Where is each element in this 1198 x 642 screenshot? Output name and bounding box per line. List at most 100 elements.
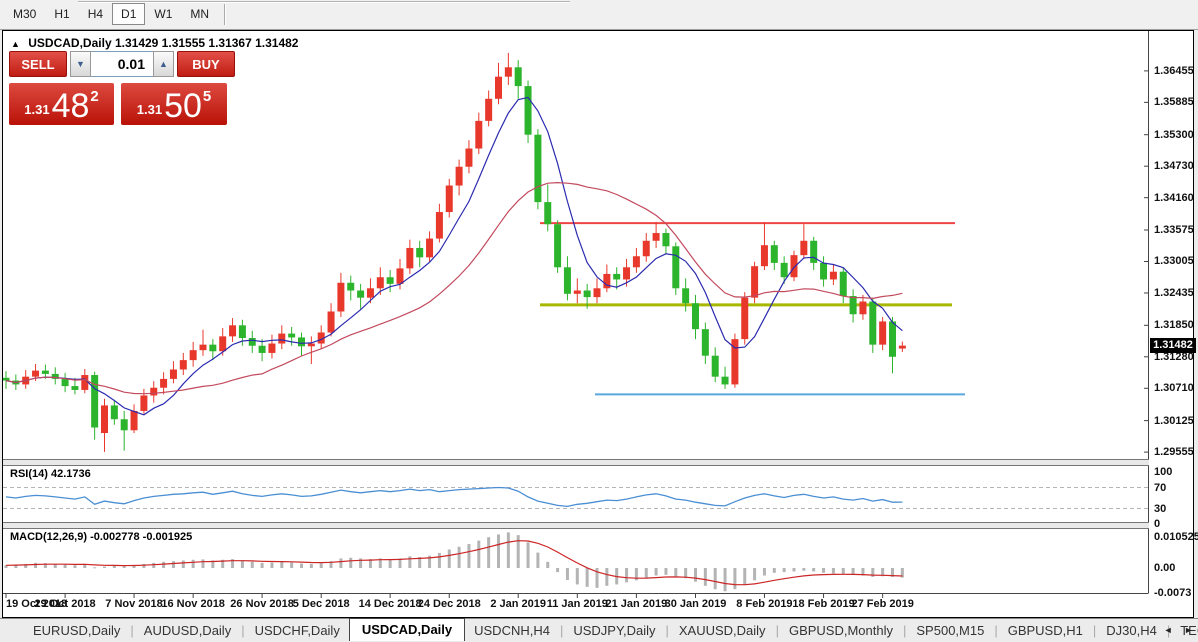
sell-button[interactable]: SELL [9,51,67,77]
price-axis-label: 1.31850 [1154,319,1194,332]
symbol-tab-audusd[interactable]: AUDUSD,Daily [143,623,232,638]
rsi-axis-label: 100 [1154,465,1173,478]
timeframe-button-m30[interactable]: M30 [13,7,37,21]
candle-body [416,247,424,258]
candle-body [169,369,177,379]
chart-header: ▲ USDCAD,Daily 1.31429 1.31555 1.31367 1… [11,36,298,50]
macd-bar [713,568,717,590]
buy-price-prefix: 1.31 [136,102,163,117]
timeframe-button-h4[interactable]: H4 [87,7,104,21]
macd-bar [152,562,156,568]
volume-increase-button[interactable]: ▲ [153,51,174,77]
sell-price-box[interactable]: 1.31 48 2 [9,83,114,125]
candle-body [692,303,699,330]
candle-body [307,343,315,347]
candle-body [504,67,512,77]
macd-bar [684,568,688,579]
symbol-tab-eurusd[interactable]: EURUSD,Daily [33,623,121,638]
date-axis-label: 18 Feb 2019 [792,598,855,610]
date-axis-label: 14 Dec 2018 [358,598,422,610]
macd-bar [260,562,264,568]
candle-body [258,345,266,353]
candle-body [514,67,522,87]
symbol-tab-usdjpy[interactable]: USDJPY,Daily [573,623,656,638]
tab-separator: | [1092,623,1097,638]
candle-body [120,419,128,431]
timeframe-button-w1[interactable]: W1 [154,7,173,21]
rsi-axis-label: 30 [1154,502,1167,515]
candle-body [711,355,719,377]
macd-bar [211,560,215,568]
symbol-tab-usdcad[interactable]: USDCAD,Daily [348,618,466,641]
macd-bar [792,568,796,572]
candle-body [859,301,867,315]
rsi-panel-splitter[interactable] [3,459,1149,466]
candle-body [179,360,187,370]
date-axis-label: 2 Jan 2019 [490,598,547,610]
chart-canvas[interactable] [3,31,1149,617]
macd-bar [122,566,126,568]
candle-body [238,325,246,339]
macd-bar [14,564,18,568]
sell-price-main: 48 [51,87,90,125]
macd-bar [418,557,422,568]
candle-body [475,120,483,149]
candle-body [829,271,837,280]
candle-body [731,339,739,385]
macd-axis-label: -0.0073 [1154,587,1192,599]
candle-body [495,76,502,99]
collapse-arrow-icon[interactable]: ▲ [11,39,20,49]
timeframe-button-d1[interactable]: D1 [112,3,146,25]
date-axis-label: 16 Nov 2018 [161,598,225,610]
macd-bar [132,565,136,568]
symbol-tab-xauusd[interactable]: XAUUSD,Daily [678,623,766,638]
candle-body [741,297,749,340]
scroll-left-icon[interactable]: ◄ [1163,625,1173,635]
macd-bar [743,568,747,586]
symbol-tab-usdcnh[interactable]: USDCNH,H4 [474,623,550,638]
candle-body [396,268,404,284]
buy-price-box[interactable]: 1.31 50 5 [121,83,227,125]
macd-bar [595,568,599,588]
candle-body [770,245,778,263]
tab-separator: | [903,623,907,638]
volume-input[interactable] [91,51,153,77]
timeframe-toolbar: M30 H1 H4 D1 W1 MN [0,0,1198,30]
symbol-tab-sp500[interactable]: SP500,M15 [916,623,985,638]
macd-bar [329,561,333,568]
candle-body [160,378,168,388]
date-axis-label: 8 Feb 2019 [736,598,793,610]
scroll-right-icon[interactable]: ► [1184,625,1193,635]
volume-decrease-button[interactable]: ▼ [70,51,91,77]
macd-bar [605,568,609,586]
candle-body [780,262,788,278]
tab-scroll-arrows: ◄ ► [1155,625,1193,635]
macd-bar [349,557,353,568]
symbol-tab-gbpusd[interactable]: GBPUSD,H1 [1007,623,1083,638]
candle-body [721,376,729,385]
symbol-tab-dj30[interactable]: DJ30,H4 [1106,623,1157,638]
macd-bar [428,555,432,568]
timeframe-group: M30 H1 H4 D1 W1 MN [4,3,218,25]
macd-bar [457,546,461,568]
symbol-tab-gbpusd[interactable]: GBPUSD,Monthly [788,623,893,638]
macd-panel-splitter[interactable] [3,522,1149,529]
candle-body [613,273,621,280]
rsi-line [5,486,903,508]
macd-bar [142,563,146,568]
candle-body [140,395,148,411]
macd-bar [4,565,8,568]
macd-bar [871,568,875,577]
macd-bar [802,568,806,571]
macd-bar [309,563,313,568]
chart-tab-bar: EURUSD,Daily | AUDUSD,Daily | USDCHF,Daily US… [0,618,1198,642]
symbol-tab-tech100[interactable]: TECH100,H1 [1180,623,1198,638]
candle-body [869,301,877,345]
macd-bar [861,568,865,576]
macd-bar [812,568,816,572]
symbol-tab-usdchf[interactable]: USDCHF,Daily [254,623,340,638]
candle-body [603,273,611,289]
timeframe-button-mn[interactable]: MN [190,7,210,21]
buy-button[interactable]: BUY [177,51,235,77]
timeframe-button-h1[interactable]: H1 [54,7,70,21]
